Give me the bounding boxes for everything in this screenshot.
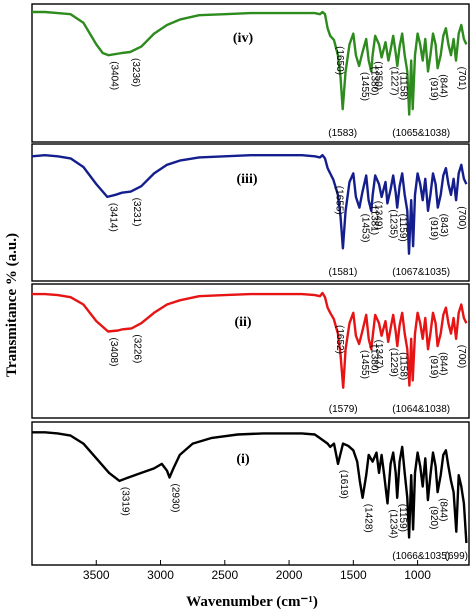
peak-annotation: (844) — [438, 498, 449, 521]
peak-annotation: (919) — [428, 355, 439, 378]
x-axis-label: Wavenumber (cm⁻¹) — [186, 594, 318, 610]
peak-annotation: (1347) — [373, 340, 384, 369]
peak-annotation: (1158) — [397, 352, 408, 380]
panel-label-2: (iii) — [237, 172, 258, 187]
peak-annotation: (1065&1038) — [392, 128, 450, 139]
peak-annotation: (1453) — [359, 214, 370, 243]
peak-annotation: (1583) — [328, 128, 357, 139]
peak-annotation: (919) — [428, 77, 439, 100]
x-tick-label: 3500 — [83, 568, 110, 582]
peak-annotation: (844) — [438, 74, 449, 97]
peak-annotation: (3226) — [132, 334, 143, 363]
peak-annotation: (700) — [456, 206, 467, 229]
peak-annotation: (1650) — [334, 46, 345, 75]
panel-frame-1 — [31, 3, 470, 143]
x-axis-ticks: 3500 3000 2500 2000 1500 1000 — [83, 560, 431, 582]
peak-annotation: (3414) — [107, 203, 118, 232]
peak-annotation: (1159) — [397, 504, 408, 532]
peak-annotation: (1066&1035) — [392, 551, 450, 562]
peak-annotation: (1350) — [373, 61, 384, 90]
peak-annotation: (1655) — [333, 186, 344, 215]
peak-annotation: (1229) — [388, 348, 399, 377]
peak-annotation: (3231) — [131, 198, 142, 227]
panels-group: (iv) (iii) (ii) (i) — [31, 3, 470, 566]
series-line-2 — [31, 154, 468, 255]
peak-annotation: (1619) — [338, 470, 349, 499]
peak-annotation: (1234) — [388, 509, 399, 538]
peak-annotation: (1579) — [329, 404, 358, 415]
series-line-3 — [32, 291, 468, 389]
panel-frame-2 — [31, 143, 470, 282]
peak-annotation: (843) — [438, 214, 449, 237]
peak-annotation: (920) — [428, 506, 439, 529]
panel-label-3: (ii) — [234, 315, 251, 330]
annotations-group: (3404) (3236) (1650)(1583)(1455)(1380)(135… — [107, 46, 468, 562]
x-tick-label: 1500 — [340, 568, 367, 582]
peak-annotation: (1064&1038) — [392, 404, 450, 415]
peak-annotation: (1455) — [359, 72, 370, 101]
peak-annotation: (844) — [438, 352, 449, 375]
series-line-4 — [32, 431, 468, 544]
peak-annotation: (701) — [456, 67, 467, 90]
y-axis-label: Transmitance % (a.u.) — [4, 233, 20, 377]
x-tick-label: 3000 — [147, 568, 174, 582]
peak-annotation: (1428) — [363, 504, 374, 533]
peak-annotation: (1381) — [369, 206, 380, 235]
panel-label-4: (i) — [236, 452, 250, 467]
peak-annotation: (1380) — [369, 67, 380, 96]
peak-annotation: (700) — [456, 345, 467, 368]
x-tick-label: 2500 — [211, 568, 238, 582]
peak-annotation: (2930) — [170, 484, 181, 513]
peak-annotation: (3319) — [120, 487, 131, 516]
peak-annotation: (1158) — [397, 72, 408, 100]
peak-annotation: (3236) — [130, 58, 141, 87]
panel-frame-4 — [31, 421, 470, 566]
peak-annotation: (1455) — [359, 350, 370, 379]
peak-annotation: (3404) — [109, 61, 120, 90]
series-line-1 — [32, 10, 468, 116]
x-tick-label: 2000 — [276, 568, 303, 582]
peak-annotation: (1652) — [334, 325, 345, 354]
peak-annotation: (919) — [428, 217, 439, 240]
peak-annotation: (1581) — [328, 267, 357, 278]
peak-annotation: (1067&1035) — [392, 267, 450, 278]
panel-label-1: (iv) — [233, 31, 254, 46]
peak-annotation: (699) — [445, 551, 468, 562]
panel-frame-3 — [31, 283, 470, 419]
peak-annotation: (1235) — [387, 209, 398, 238]
peak-annotation: (1227) — [388, 67, 399, 96]
x-tick-label: 1000 — [404, 568, 431, 582]
peak-annotation: (1349) — [373, 201, 384, 230]
peak-annotation: (1159) — [397, 214, 408, 242]
peak-annotation: (3408) — [108, 338, 119, 367]
peak-annotation: (1380) — [369, 345, 380, 374]
